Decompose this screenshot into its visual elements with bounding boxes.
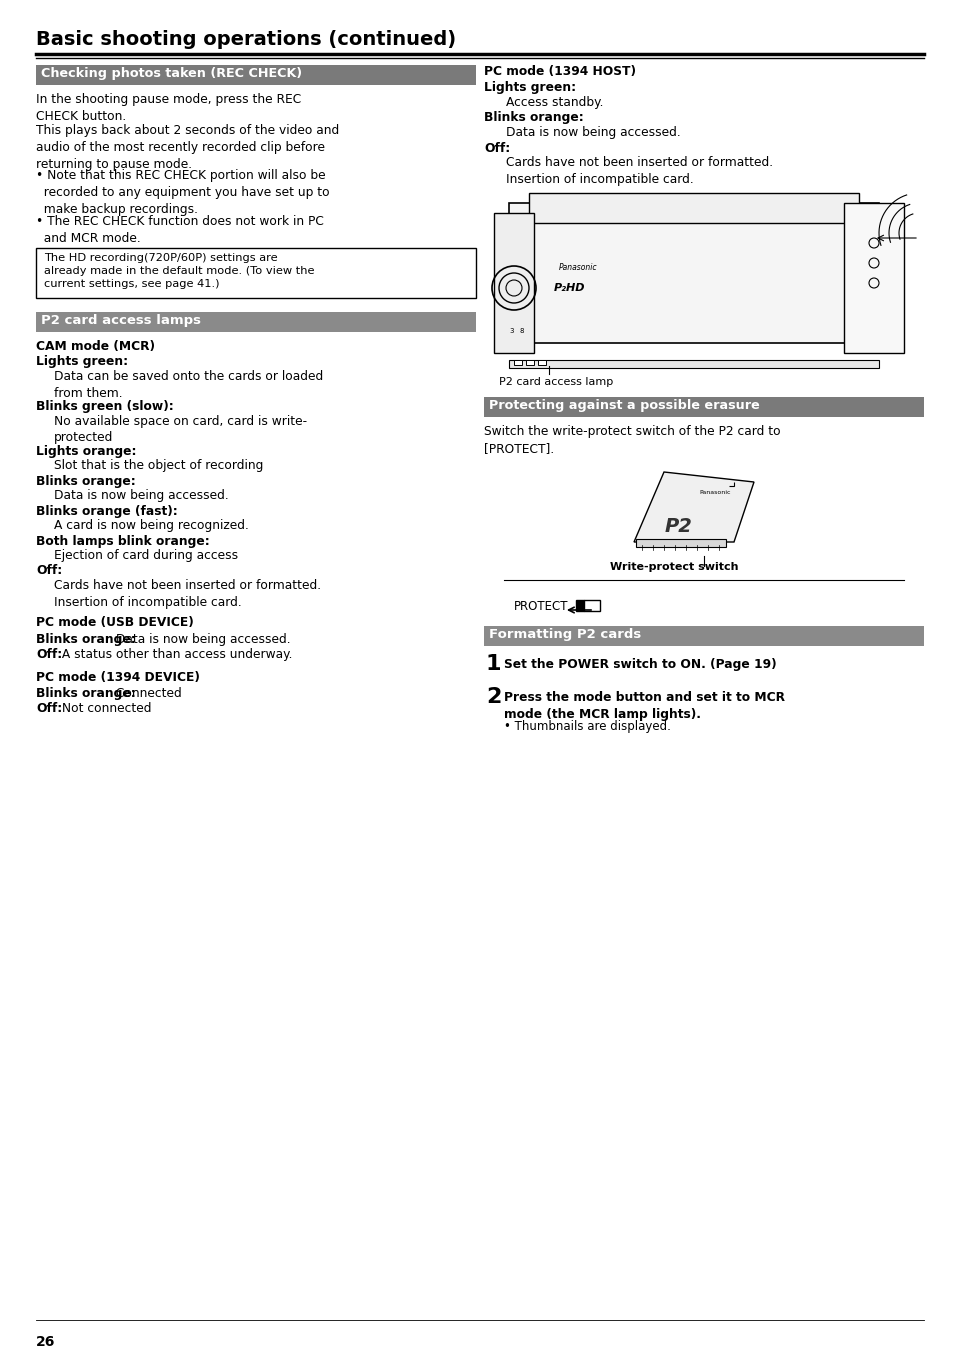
Text: PROTECT: PROTECT — [514, 600, 568, 613]
Text: Blinks orange:: Blinks orange: — [36, 474, 135, 487]
Bar — [483, 397, 923, 417]
Text: No available space on card, card is write-
protected: No available space on card, card is writ… — [54, 414, 307, 444]
Text: Both lamps blink orange:: Both lamps blink orange: — [36, 535, 210, 547]
FancyBboxPatch shape — [494, 213, 534, 353]
Text: Lights green:: Lights green: — [36, 356, 128, 368]
Text: 2: 2 — [485, 686, 501, 707]
Text: • Note that this REC CHECK portion will also be
  recorded to any equipment you : • Note that this REC CHECK portion will … — [36, 169, 330, 217]
Text: P2: P2 — [664, 517, 692, 536]
Text: Press the mode button and set it to MCR
mode (the MCR lamp lights).: Press the mode button and set it to MCR … — [503, 691, 784, 720]
Bar — [36, 248, 476, 298]
Bar — [36, 65, 476, 85]
Text: 26: 26 — [36, 1335, 55, 1349]
Text: 8: 8 — [519, 328, 524, 334]
Text: Data is now being accessed.: Data is now being accessed. — [505, 126, 680, 139]
Text: Ejection of card during access: Ejection of card during access — [54, 548, 238, 562]
Text: Data is now being accessed.: Data is now being accessed. — [112, 632, 291, 646]
Text: Off:: Off: — [36, 565, 62, 578]
Text: Write-protect switch: Write-protect switch — [609, 562, 738, 571]
Bar — [576, 600, 583, 611]
Text: Panasonic: Panasonic — [699, 490, 730, 496]
Text: Off:: Off: — [483, 142, 510, 154]
Text: PC mode (USB DEVICE): PC mode (USB DEVICE) — [36, 616, 193, 630]
Text: P₂HD: P₂HD — [554, 283, 585, 292]
Text: Cards have not been inserted or formatted.
Insertion of incompatible card.: Cards have not been inserted or formatte… — [54, 580, 321, 609]
Bar — [636, 539, 725, 547]
Text: Off:: Off: — [36, 649, 62, 661]
Polygon shape — [634, 473, 753, 542]
Text: CAM mode (MCR): CAM mode (MCR) — [36, 340, 154, 353]
Text: The HD recording(720P/60P) settings are
already made in the default mode. (To vi: The HD recording(720P/60P) settings are … — [44, 253, 314, 290]
FancyBboxPatch shape — [529, 194, 858, 223]
Text: Panasonic: Panasonic — [558, 263, 597, 272]
Text: Lights green:: Lights green: — [483, 81, 576, 95]
Text: Access standby.: Access standby. — [505, 96, 603, 110]
Text: Switch the write-protect switch of the P2 card to
[PROTECT].: Switch the write-protect switch of the P… — [483, 425, 780, 455]
Text: Blinks green (slow):: Blinks green (slow): — [36, 399, 173, 413]
Text: Data can be saved onto the cards or loaded
from them.: Data can be saved onto the cards or load… — [54, 370, 323, 399]
Text: • Thumbnails are displayed.: • Thumbnails are displayed. — [503, 720, 670, 733]
Text: Not connected: Not connected — [58, 703, 152, 715]
Text: P2 card access lamps: P2 card access lamps — [41, 314, 201, 328]
Text: Basic shooting operations (continued): Basic shooting operations (continued) — [36, 30, 456, 49]
Bar — [583, 600, 599, 611]
Text: Blinks orange:: Blinks orange: — [36, 686, 135, 700]
Bar — [483, 626, 923, 646]
Text: This plays back about 2 seconds of the video and
audio of the most recently reco: This plays back about 2 seconds of the v… — [36, 125, 339, 171]
Text: Data is now being accessed.: Data is now being accessed. — [54, 489, 229, 502]
Text: Lights orange:: Lights orange: — [36, 444, 136, 458]
Text: Blinks orange (fast):: Blinks orange (fast): — [36, 505, 177, 517]
Text: Formatting P2 cards: Formatting P2 cards — [489, 628, 640, 640]
Text: 3: 3 — [509, 328, 514, 334]
Text: Protecting against a possible erasure: Protecting against a possible erasure — [489, 399, 759, 412]
Text: 1: 1 — [485, 654, 501, 674]
Text: Cards have not been inserted or formatted.
Insertion of incompatible card.: Cards have not been inserted or formatte… — [505, 156, 772, 185]
Text: Slot that is the object of recording: Slot that is the object of recording — [54, 459, 263, 473]
Text: Checking photos taken (REC CHECK): Checking photos taken (REC CHECK) — [41, 66, 302, 80]
Text: Connected: Connected — [112, 686, 182, 700]
Bar — [509, 360, 878, 368]
Text: PC mode (1394 DEVICE): PC mode (1394 DEVICE) — [36, 670, 200, 684]
Text: Blinks orange:: Blinks orange: — [483, 111, 583, 125]
Text: A status other than access underway.: A status other than access underway. — [58, 649, 292, 661]
Text: A card is now being recognized.: A card is now being recognized. — [54, 519, 249, 532]
FancyBboxPatch shape — [509, 203, 878, 343]
Text: P2 card access lamp: P2 card access lamp — [498, 376, 613, 387]
Bar — [514, 360, 521, 366]
Bar — [36, 311, 476, 332]
Text: • The REC CHECK function does not work in PC
  and MCR mode.: • The REC CHECK function does not work i… — [36, 215, 323, 245]
Text: Off:: Off: — [36, 703, 62, 715]
Text: Set the POWER switch to ON. (Page 19): Set the POWER switch to ON. (Page 19) — [503, 658, 776, 672]
Text: PC mode (1394 HOST): PC mode (1394 HOST) — [483, 65, 636, 79]
Bar — [537, 360, 545, 366]
Bar — [525, 360, 534, 366]
Text: In the shooting pause mode, press the REC
CHECK button.: In the shooting pause mode, press the RE… — [36, 93, 301, 123]
FancyBboxPatch shape — [843, 203, 903, 353]
Text: Blinks orange:: Blinks orange: — [36, 632, 135, 646]
